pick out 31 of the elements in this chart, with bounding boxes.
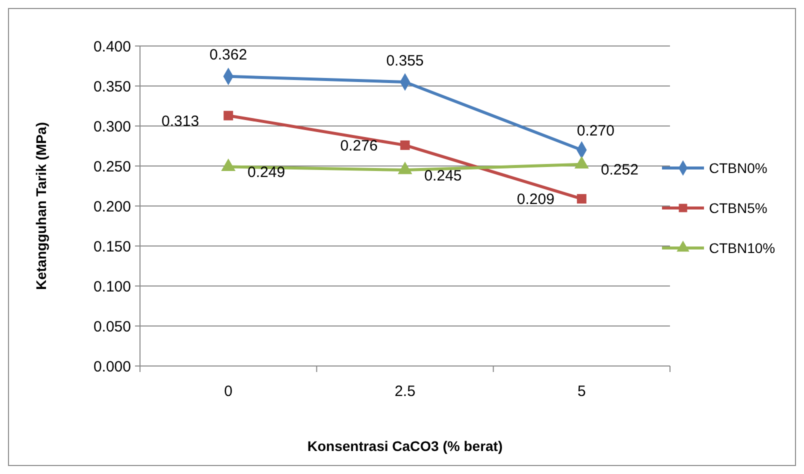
y-tick-label: 0.350 bbox=[93, 78, 131, 96]
y-axis-title: Ketangguhan Tarik (MPa) bbox=[33, 122, 49, 290]
point bbox=[224, 110, 234, 120]
y-tick-label: 0.400 bbox=[93, 38, 131, 56]
x-tick-label: 2.5 bbox=[394, 383, 416, 400]
y-tick-label: 0.000 bbox=[93, 358, 131, 376]
y-tick-label: 0.300 bbox=[93, 118, 131, 136]
data-label: 0.209 bbox=[516, 191, 554, 208]
data-label: 0.270 bbox=[576, 122, 614, 140]
legend-label: CTBN5% bbox=[709, 200, 768, 216]
data-label: 0.355 bbox=[386, 52, 424, 70]
y-tick-label: 0.250 bbox=[93, 158, 131, 176]
data-label: 0.362 bbox=[210, 46, 248, 64]
x-axis-title: Konsentrasi CaCO3 (% berat) bbox=[307, 438, 503, 454]
legend-label: CTBN10% bbox=[709, 240, 776, 256]
data-label: 0.313 bbox=[162, 112, 200, 130]
y-tick-label: 0.150 bbox=[93, 238, 131, 256]
y-tick-label: 0.100 bbox=[93, 278, 131, 296]
data-label: 0.245 bbox=[424, 167, 462, 184]
y-tick-label: 0.200 bbox=[93, 198, 131, 216]
point bbox=[398, 162, 412, 174]
x-tick-label: 0 bbox=[224, 383, 233, 400]
data-label: 0.276 bbox=[340, 137, 378, 154]
point bbox=[576, 194, 586, 204]
y-tick-label: 0.050 bbox=[93, 318, 131, 336]
legend-label: CTBN0% bbox=[709, 160, 768, 176]
data-label: 0.252 bbox=[600, 162, 638, 179]
point bbox=[400, 140, 410, 150]
x-tick-label: 5 bbox=[577, 383, 586, 400]
data-label: 0.249 bbox=[248, 164, 286, 182]
point bbox=[574, 156, 589, 169]
